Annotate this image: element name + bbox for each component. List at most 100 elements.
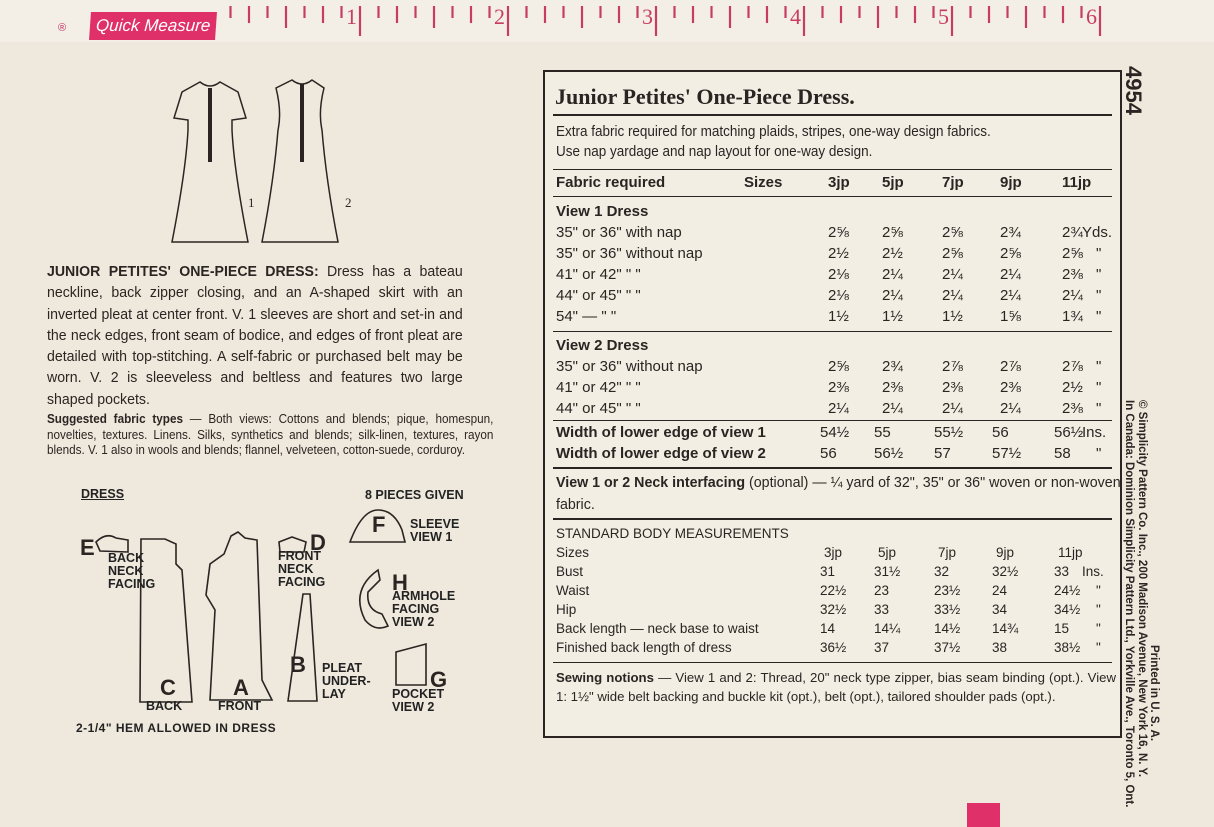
cell: 3jp xyxy=(828,174,850,191)
table-row: 35" or 36" with nap 2⅝ 2⅝ 2⅝ 2¾ 2¾ Yds. xyxy=(556,224,1112,245)
piece-label: SLEEVE VIEW 1 xyxy=(410,517,460,544)
fabric-title: Suggested fabric types xyxy=(47,412,183,426)
ruler-ticks xyxy=(229,6,1102,36)
cell: 2⅛ xyxy=(828,287,849,304)
piece-label: FRONT NECK FACING xyxy=(278,549,326,589)
cell: 1½ xyxy=(882,308,903,325)
cell: 2⅝ xyxy=(942,224,963,241)
ruler-number: 4 xyxy=(790,4,801,29)
interfacing-text: (optional) — ¼ yard of 32", 35" or 36" w… xyxy=(556,474,1121,513)
divider xyxy=(553,662,1112,663)
piece-letter: G xyxy=(430,667,448,692)
divider xyxy=(553,331,1112,332)
body-row: Hip 32½ 33 33½ 34 34½ " xyxy=(556,602,1112,623)
table-row: 44" or 45" " " 2¼ 2¼ 2¼ 2¼ 2⅜ " xyxy=(556,400,1112,421)
cell: 2⅝ xyxy=(828,224,849,241)
suggested-fabrics: Suggested fabric types — Both views: Cot… xyxy=(47,412,493,459)
cell: 24½ xyxy=(1054,583,1081,598)
body-row: Bust 31 31½ 32 32½ 33 Ins. xyxy=(556,564,1112,585)
cell: Ins. xyxy=(1082,424,1107,441)
cell: 14¾ xyxy=(992,621,1019,636)
table-row: 54" — " " 1½ 1½ 1½ 1⅝ 1¾ " xyxy=(556,308,1112,329)
ruler-number: 1 xyxy=(346,4,357,29)
cell: STANDARD BODY MEASUREMENTS xyxy=(556,526,789,541)
cell: Ins. xyxy=(1082,564,1104,579)
cell: 14½ xyxy=(934,621,961,636)
hem-allowance: 2-1/4" HEM ALLOWED IN DRESS xyxy=(76,721,277,735)
piece-letter: E xyxy=(80,535,95,560)
cell: 32½ xyxy=(820,602,847,617)
divider xyxy=(553,518,1112,520)
piece-label: ARMHOLE FACING VIEW 2 xyxy=(392,589,456,629)
piece-label: FRONT xyxy=(218,699,262,713)
cell: " xyxy=(1096,400,1102,417)
cell: Finished back length of dress xyxy=(556,640,732,655)
cell: 55½ xyxy=(934,424,964,441)
cell: " xyxy=(1096,358,1102,375)
piece-g-shape xyxy=(395,642,427,686)
body-heading: STANDARD BODY MEASUREMENTS xyxy=(556,526,1112,547)
cell: " xyxy=(1096,445,1102,462)
cell: " xyxy=(1096,640,1101,655)
ruler-number: 3 xyxy=(642,4,653,29)
cell: 2⅝ xyxy=(882,224,903,241)
cell: 3jp xyxy=(824,545,843,560)
piece-letter: H xyxy=(392,570,408,595)
cell: Width of lower edge of view 2 xyxy=(556,445,766,462)
cell: 37 xyxy=(874,640,890,655)
divider xyxy=(553,420,1112,421)
cell: 33½ xyxy=(934,602,961,617)
cell: Waist xyxy=(556,583,590,598)
cell: Bust xyxy=(556,564,584,579)
fabric-text: — Both views: Cottons and blends; pique,… xyxy=(47,412,494,457)
imprint-line-2: In Canada: Dominion Simplicity Pattern L… xyxy=(1123,400,1135,808)
cell: 55 xyxy=(874,424,891,441)
cell: 24 xyxy=(992,583,1008,598)
cell: Sizes xyxy=(556,545,590,560)
cell: 2⅝ xyxy=(942,245,963,262)
cell: 41" or 42" " " xyxy=(556,379,641,396)
view-2-number: 2 xyxy=(345,195,352,210)
section-heading: View 1 Dress xyxy=(556,203,1112,224)
cell: 14¼ xyxy=(874,621,901,636)
divider xyxy=(553,467,1112,469)
description-text: Dress has a bateau neckline, back zipper… xyxy=(47,263,463,408)
cell: 38½ xyxy=(1054,640,1081,655)
cell: 56½ xyxy=(874,445,904,462)
piece-f-shape xyxy=(348,509,407,543)
cell: " xyxy=(1096,583,1101,598)
divider xyxy=(553,114,1112,116)
cell: 9jp xyxy=(996,545,1015,560)
piece-letter: D xyxy=(310,530,326,555)
cell: " xyxy=(1096,308,1102,325)
cell: " xyxy=(1096,379,1102,396)
piece-letter: F xyxy=(372,512,386,537)
divider xyxy=(553,196,1112,197)
ruler-number: 6 xyxy=(1086,4,1097,29)
table-row: 35" or 36" without nap 2⅝ 2¾ 2⅞ 2⅞ 2⅞ " xyxy=(556,358,1112,379)
cell: Back length — neck base to waist xyxy=(556,621,759,636)
cell: 36½ xyxy=(820,640,847,655)
body-row: Back length — neck base to waist 14 14¼ 14½… xyxy=(556,621,1112,642)
cell: 2½ xyxy=(1062,379,1083,396)
cell: 2¼ xyxy=(828,400,849,417)
cell: 34 xyxy=(992,602,1008,617)
cell: 56 xyxy=(820,445,837,462)
cell: 2⅛ xyxy=(828,266,849,283)
table-row: 35" or 36" without nap 2½ 2½ 2⅝ 2⅝ 2⅝ " xyxy=(556,245,1112,266)
cell: 32½ xyxy=(992,564,1019,579)
chart-title: Junior Petites' One-Piece Dress. xyxy=(555,84,855,109)
cell: 57 xyxy=(934,445,951,462)
imprint-line-1: © Simplicity Pattern Co. Inc., 200 Madis… xyxy=(1136,400,1148,778)
cell: 38 xyxy=(992,640,1008,655)
cell: 35" or 36" with nap xyxy=(556,224,682,241)
cell: 22½ xyxy=(820,583,847,598)
cell: 44" or 45" " " xyxy=(556,287,641,304)
piece-h-shape xyxy=(358,568,390,629)
cell: 33 xyxy=(874,602,890,617)
cell: 1⅝ xyxy=(1000,308,1021,325)
dress-view-2 xyxy=(261,79,339,243)
piece-label: POCKET VIEW 2 xyxy=(392,687,445,714)
cell: 2¾ xyxy=(1000,224,1021,241)
cell: Sizes xyxy=(744,174,783,191)
